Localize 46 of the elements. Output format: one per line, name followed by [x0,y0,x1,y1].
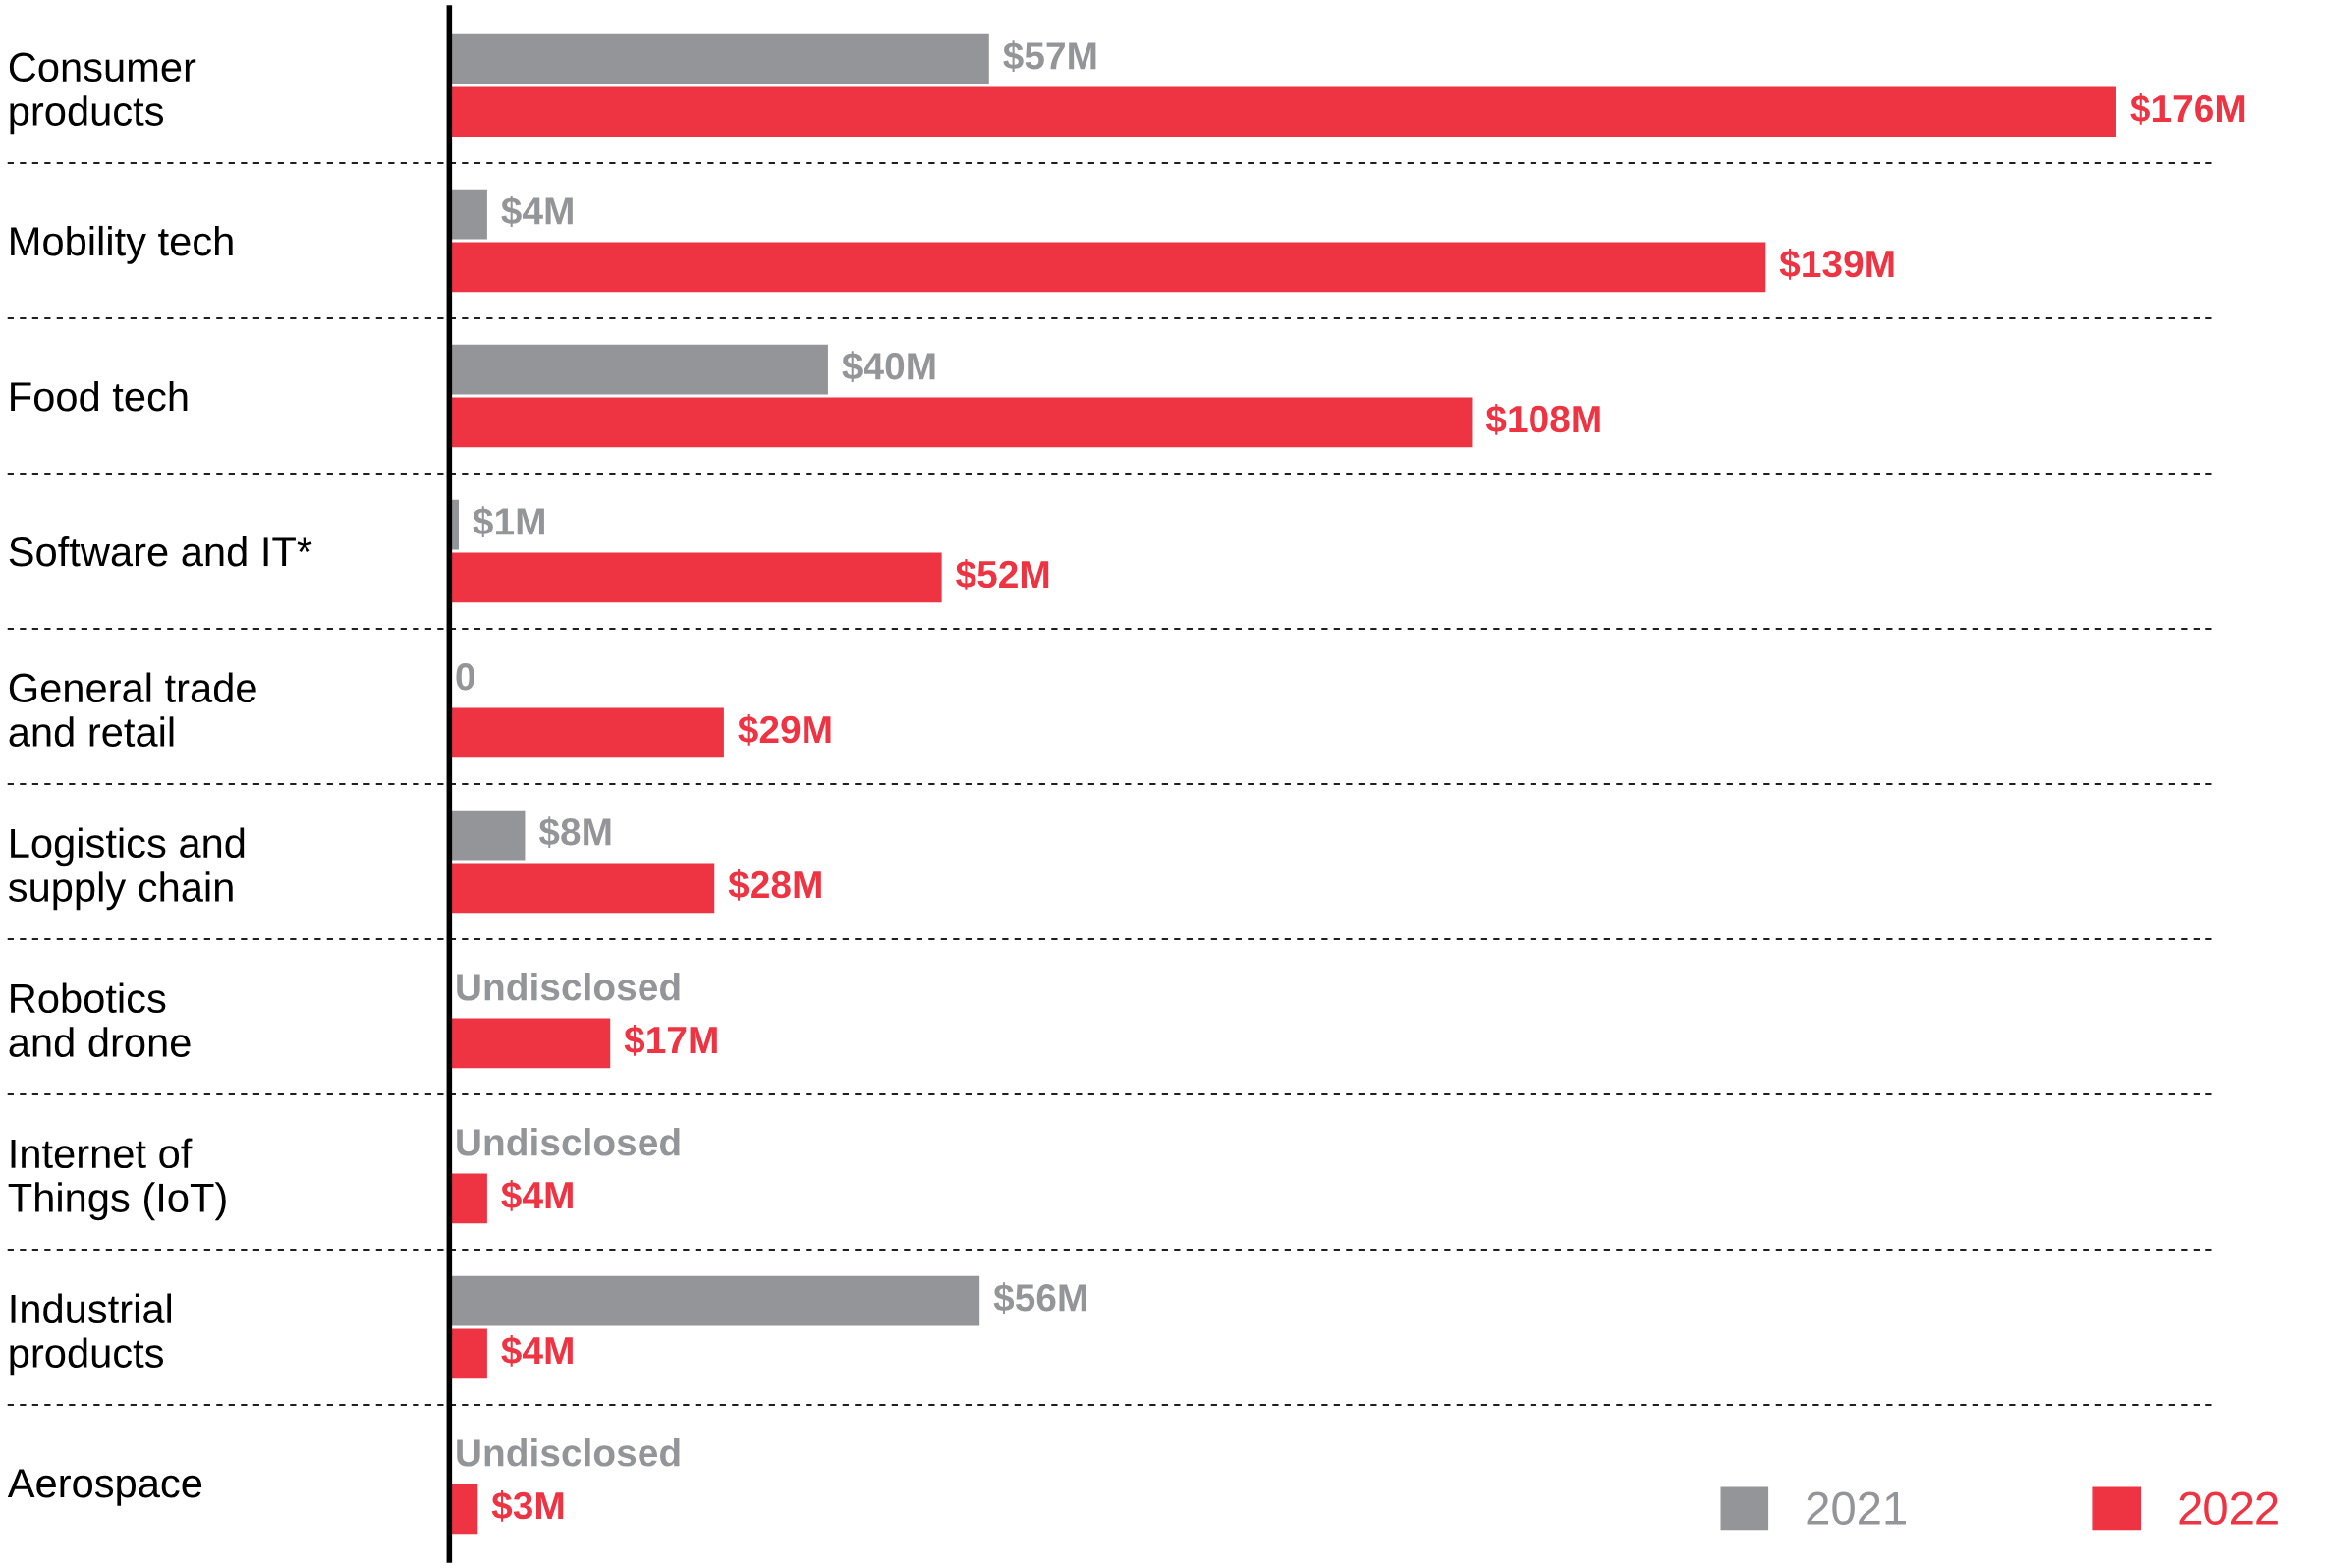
bar [449,1275,980,1326]
data-label: $4M [501,196,573,228]
data-label: $4M [501,1180,573,1211]
bar [449,1173,487,1224]
data-label: $17M [624,1025,717,1056]
y-tick-label: Aerospace [7,1469,202,1506]
bar [449,1328,487,1379]
y-tick-label: Consumer products [9,52,196,135]
bar [449,707,724,758]
text: Undisclosed [457,1438,680,1467]
bar [449,810,526,861]
data-label: $3M [491,1490,564,1522]
y-tick-label: Robotics and drone [9,982,191,1057]
data-label: $1M [473,506,544,538]
data-label: $4M [501,1335,573,1367]
y-tick-label: Food tech [11,380,188,412]
data-label: 0 [456,663,474,691]
bar [449,1018,611,1069]
bar [449,397,1473,448]
bar [449,344,828,395]
bar [449,86,2116,138]
y-tick-label: Industrial products [10,1293,172,1376]
y-tick-label: General trade and retail [9,672,256,747]
y-tick-label: Logistics and supply chain [8,827,245,911]
data-label: $29M [738,714,831,746]
text: Undisclosed [457,1128,680,1156]
legend-label: 2021 [1807,1491,1906,1525]
y-tick-label: Mobility tech [11,225,233,264]
y-tick-label: Software and IT* [9,535,312,567]
data-label: $176M [2130,93,2245,125]
y-tick-label: Internet of Things (IoT) [8,1138,226,1221]
data-label: $40M [842,351,935,383]
data-label: $56M [993,1282,1086,1315]
bar [449,189,487,240]
data-label: $57M [1003,40,1096,73]
legend-label: 2022 [2179,1491,2278,1525]
data-label: $139M [1779,249,1894,280]
text: Undisclosed [457,973,680,1001]
data-label: $52M [956,559,1049,590]
bar [449,33,989,84]
data-label: $28M [728,869,821,901]
bar [449,242,1766,293]
bar [449,552,942,603]
bar [449,863,715,914]
data-label: $108M [1485,404,1600,435]
data-label: $8M [538,816,611,849]
